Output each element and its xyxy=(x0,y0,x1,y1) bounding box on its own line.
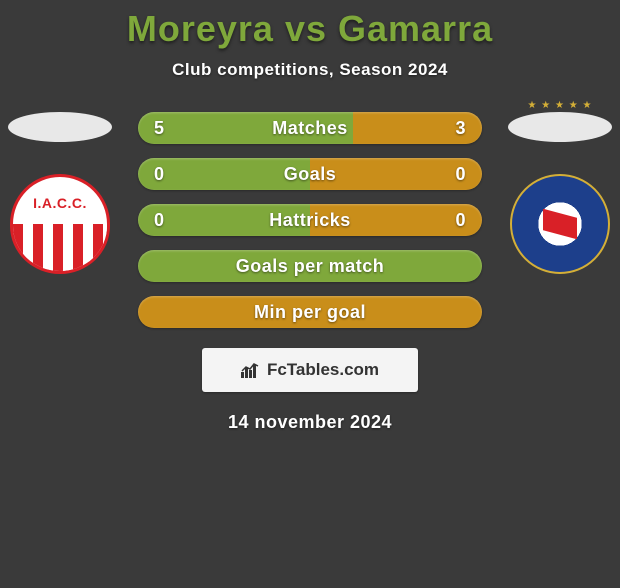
date-label: 14 november 2024 xyxy=(0,412,620,433)
stat-bar: Goals per match xyxy=(138,250,482,282)
stat-label: Matches xyxy=(272,118,348,139)
stat-label: Min per goal xyxy=(254,302,366,323)
stat-label: Goals per match xyxy=(236,256,385,277)
stat-bar: 5 Matches 3 xyxy=(138,112,482,144)
page-title: Moreyra vs Gamarra xyxy=(0,8,620,50)
brand-label: FcTables.com xyxy=(267,360,379,380)
stat-bars: 5 Matches 3 0 Goals 0 0 Hattricks 0 Goals per mat… xyxy=(138,112,482,328)
stat-label: Goals xyxy=(284,164,337,185)
stat-label: Hattricks xyxy=(269,210,351,231)
brand-box: FcTables.com xyxy=(202,348,418,392)
left-team-badge-text: I.A.C.C. xyxy=(13,195,107,211)
stat-bar: 0 Goals 0 xyxy=(138,158,482,190)
comparison-content: I.A.C.C. ★ ★ ★ ★ ★ 5 Matches 3 0 Goals 0 0 Hatt… xyxy=(0,112,620,433)
stat-bar: 0 Hattricks 0 xyxy=(138,204,482,236)
stat-right-value: 0 xyxy=(455,210,466,231)
stat-left-value: 0 xyxy=(154,164,165,185)
stat-right-value: 3 xyxy=(455,118,466,139)
left-team-badge: I.A.C.C. xyxy=(10,174,110,274)
stat-bar: Min per goal xyxy=(138,296,482,328)
left-player-side: I.A.C.C. xyxy=(8,112,112,274)
subtitle: Club competitions, Season 2024 xyxy=(0,60,620,80)
stat-left-value: 0 xyxy=(154,210,165,231)
stat-left-value: 5 xyxy=(154,118,165,139)
right-team-badge-stars: ★ ★ ★ ★ ★ xyxy=(508,100,612,111)
stat-right-value: 0 xyxy=(455,164,466,185)
brand-chart-icon xyxy=(241,362,261,378)
right-player-photo-placeholder xyxy=(508,112,612,142)
right-team-badge xyxy=(510,174,610,274)
left-player-photo-placeholder xyxy=(8,112,112,142)
right-player-side: ★ ★ ★ ★ ★ xyxy=(508,112,612,274)
